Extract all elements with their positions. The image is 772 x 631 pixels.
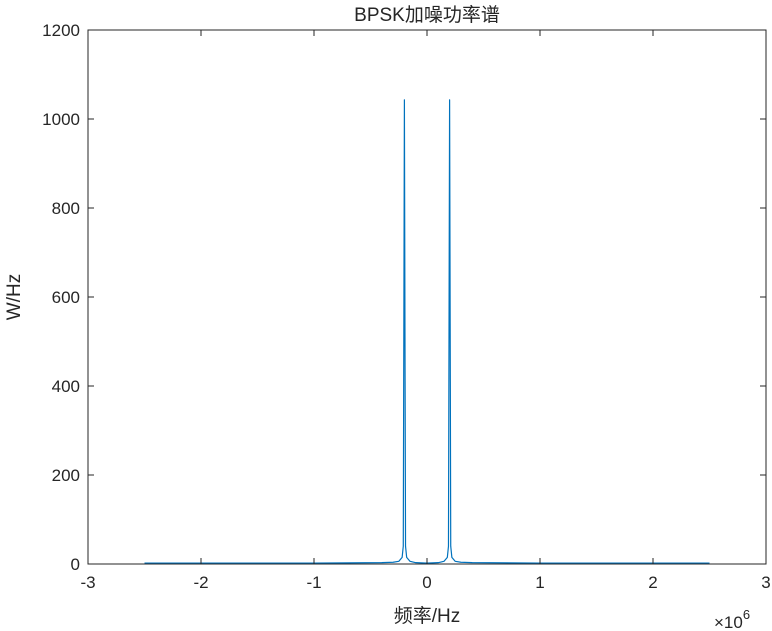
ticks-layer: -3 -2 -1 0 1 2 3 0 200 400 600 800 1000 1200 [42,21,771,592]
y-tick-label: 1200 [42,21,80,40]
y-tick-label: 800 [52,199,80,218]
y-tick-label: 600 [52,288,80,307]
x-tick-label: 0 [422,573,431,592]
y-tick-label: 200 [52,466,80,485]
x-exponent-power: 6 [743,607,750,622]
y-axis-label: W/Hz [4,274,25,320]
x-tick-label: -1 [306,573,321,592]
x-axis-label: 频率/Hz [394,605,461,627]
y-tick-label: 1000 [42,110,80,129]
chart-title: BPSK加噪功率谱 [354,4,500,26]
x-tick-label: -3 [80,573,95,592]
y-tick-label: 400 [52,377,80,396]
x-exponent-label: ×106 [714,607,750,631]
x-tick-label: -2 [193,573,208,592]
x-tick-label: 3 [761,573,770,592]
x-exponent-prefix: ×10 [714,613,743,631]
plot-area [88,30,766,564]
x-tick-label: 2 [648,573,657,592]
y-tick-label: 0 [71,555,80,574]
x-tick-label: 1 [535,573,544,592]
